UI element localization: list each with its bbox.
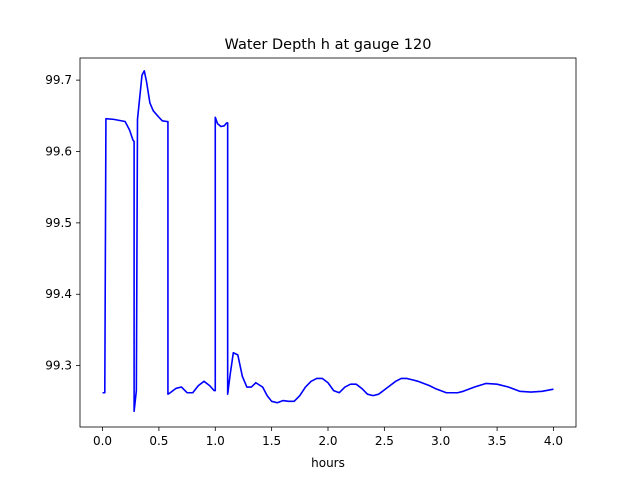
x-tick-label: 3.5 bbox=[488, 434, 507, 448]
x-tick-label: 2.5 bbox=[375, 434, 394, 448]
y-tick-label: 99.7 bbox=[45, 73, 72, 87]
chart-title: Water Depth h at gauge 120 bbox=[225, 37, 432, 53]
x-axis: 0.0 0.5 1.0 1.5 2.0 2.5 3.0 3.5 4.0 bbox=[93, 427, 563, 448]
y-tick-label: 99.5 bbox=[45, 216, 72, 230]
x-tick-label: 1.5 bbox=[262, 434, 281, 448]
y-axis: 99.3 99.4 99.5 99.6 99.7 bbox=[45, 73, 80, 373]
x-tick-label: 4.0 bbox=[544, 434, 563, 448]
y-tick-label: 99.3 bbox=[45, 359, 72, 373]
x-axis-label: hours bbox=[311, 456, 345, 470]
x-tick-label: 1.0 bbox=[206, 434, 225, 448]
y-tick-label: 99.6 bbox=[45, 144, 72, 158]
x-tick-label: 0.0 bbox=[93, 434, 112, 448]
series-layer bbox=[102, 70, 554, 413]
x-tick-label: 3.0 bbox=[431, 434, 450, 448]
series-line bbox=[102, 70, 554, 413]
x-tick-label: 0.5 bbox=[149, 434, 168, 448]
y-tick-label: 99.4 bbox=[45, 287, 72, 301]
x-tick-label: 2.0 bbox=[318, 434, 337, 448]
